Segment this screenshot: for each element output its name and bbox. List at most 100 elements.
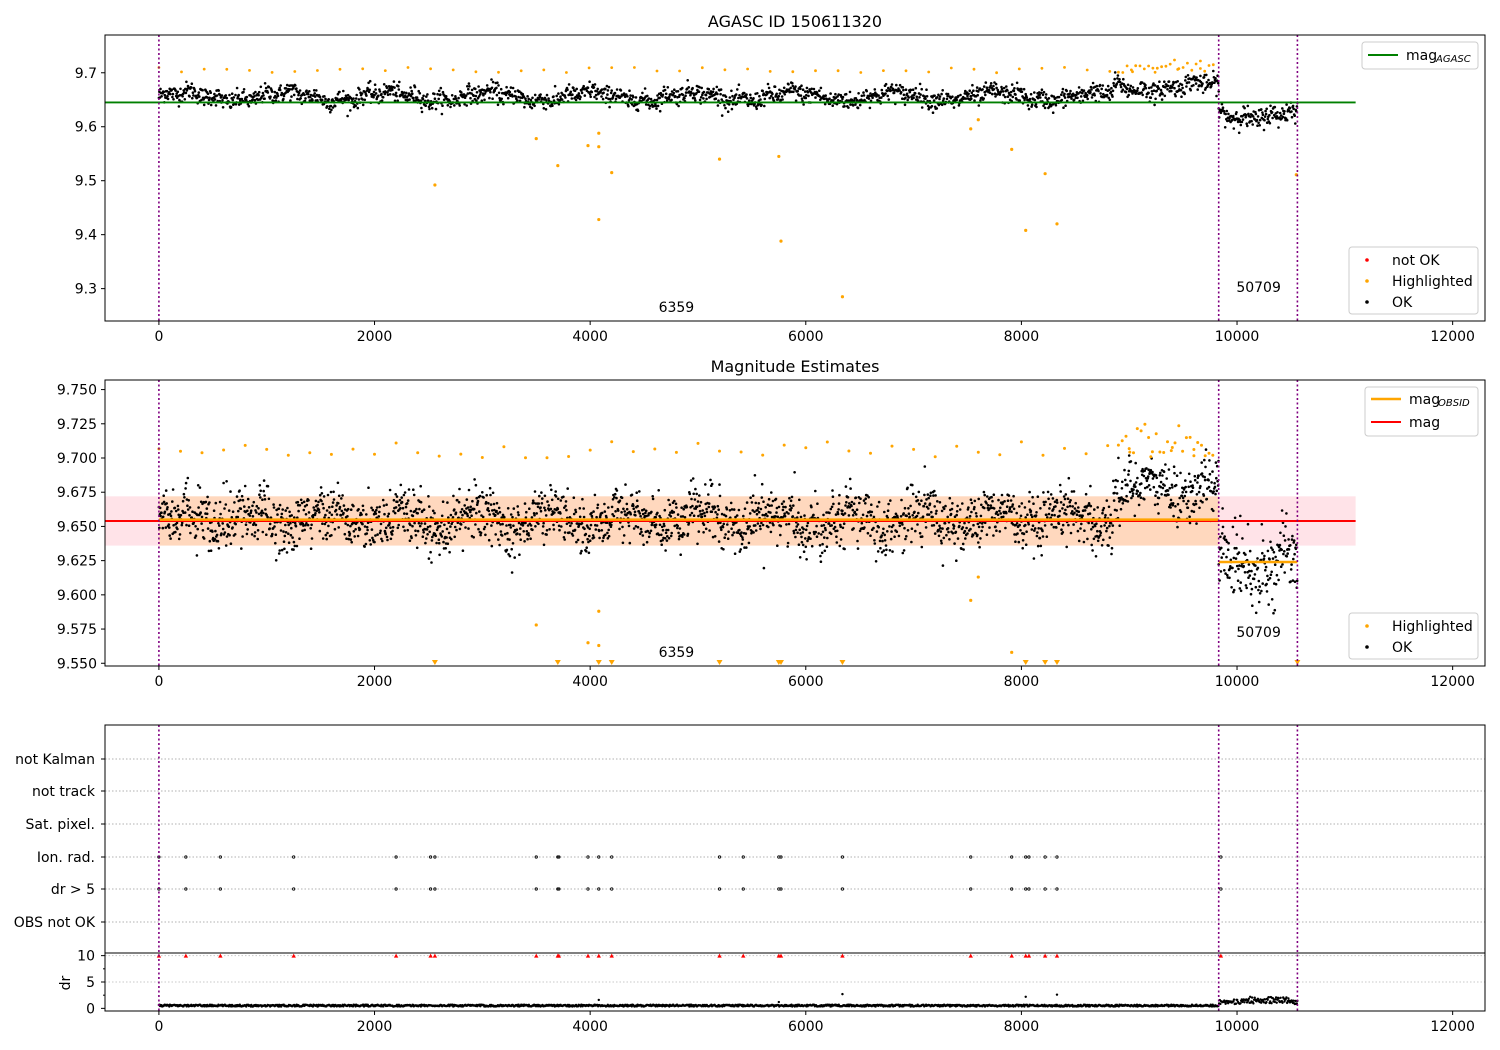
ok-point <box>392 498 396 502</box>
ok-point <box>831 495 835 499</box>
ok-point <box>1114 85 1117 89</box>
ok-point <box>708 529 711 532</box>
ok-point <box>487 509 491 513</box>
ok-point <box>1258 118 1262 122</box>
ok-point <box>320 98 324 102</box>
ok-point <box>309 547 313 550</box>
ok-point <box>860 94 864 98</box>
ok-point <box>358 88 361 91</box>
ok-point <box>814 489 817 493</box>
highlighted-point <box>777 154 781 159</box>
ok-point <box>417 89 421 93</box>
ok-point <box>1170 483 1174 487</box>
ok-point <box>1196 476 1200 480</box>
ok-point <box>1116 479 1119 483</box>
ok-point <box>572 86 575 90</box>
ok-point <box>277 507 281 511</box>
ok-point <box>719 526 723 529</box>
ok-point <box>614 510 617 513</box>
ok-point <box>1211 470 1214 473</box>
ok-point <box>880 88 884 92</box>
ok-point <box>387 85 391 88</box>
ok-point <box>347 537 351 541</box>
ok-point <box>519 527 522 530</box>
ok-point <box>873 542 877 545</box>
ok-point <box>907 512 911 515</box>
ok-point <box>1194 499 1197 503</box>
ok-point <box>341 494 344 497</box>
ok-point <box>795 516 799 519</box>
ok-point <box>859 497 862 501</box>
ok-point <box>1045 513 1048 517</box>
ok-point <box>1099 534 1102 537</box>
ok-point <box>1184 79 1187 82</box>
ok-point <box>540 491 543 494</box>
ok-point <box>973 99 976 102</box>
ok-point <box>559 95 562 98</box>
ok-point <box>798 556 802 559</box>
ok-point <box>263 498 267 501</box>
ok-point <box>1206 487 1209 490</box>
ok-point <box>458 487 461 491</box>
ok-point <box>712 87 715 91</box>
ok-point <box>736 531 740 535</box>
ok-point <box>361 98 365 101</box>
ok-point <box>867 97 871 100</box>
ok-point <box>969 498 973 502</box>
ok-point <box>938 501 942 504</box>
ok-point <box>701 509 704 512</box>
ok-point <box>483 92 487 95</box>
ok-point <box>1166 84 1170 88</box>
ok-point <box>511 95 514 98</box>
ok-point <box>1153 103 1156 107</box>
ok-point <box>404 94 407 97</box>
ok-point <box>459 510 463 514</box>
ok-point <box>1239 589 1243 593</box>
ok-point <box>454 97 458 100</box>
ok-point <box>613 91 617 95</box>
ok-point <box>972 89 975 92</box>
ok-point <box>571 534 575 537</box>
ok-point <box>529 537 532 540</box>
ok-point <box>983 506 986 510</box>
ok-point <box>1241 118 1245 121</box>
ok-point <box>999 512 1002 515</box>
ok-point <box>875 530 879 533</box>
ok-point <box>782 505 785 509</box>
ok-point <box>315 509 319 513</box>
ok-point <box>679 553 682 556</box>
ok-point <box>224 94 228 97</box>
ok-point <box>483 98 486 102</box>
ok-point <box>397 88 401 91</box>
ok-point <box>311 516 315 519</box>
ok-point <box>967 506 970 509</box>
ok-point <box>918 531 922 535</box>
ok-point <box>413 85 417 89</box>
ok-point <box>914 86 918 90</box>
ok-point <box>702 531 705 534</box>
ok-point <box>186 476 190 480</box>
ok-point <box>800 97 804 100</box>
ok-point <box>1214 77 1217 80</box>
ok-point <box>786 541 790 545</box>
ok-point <box>426 533 429 536</box>
highlighted-point <box>597 609 601 613</box>
ok-point <box>441 90 445 94</box>
ok-point <box>606 93 609 96</box>
ok-point <box>635 491 638 495</box>
ok-point <box>587 551 591 555</box>
highlighted-point <box>270 71 274 74</box>
ok-point <box>1237 551 1241 554</box>
ok-point <box>639 514 642 518</box>
ok-point <box>1147 86 1151 90</box>
ok-point <box>500 97 504 101</box>
highlighted-point <box>700 66 704 70</box>
ok-point <box>1134 461 1137 465</box>
ok-point <box>512 507 516 510</box>
highlighted-point <box>1134 64 1138 68</box>
ok-point <box>496 103 500 107</box>
highlighted-point <box>1155 66 1159 70</box>
ok-point <box>585 546 588 549</box>
ok-point <box>460 508 464 511</box>
ok-point <box>160 95 163 98</box>
